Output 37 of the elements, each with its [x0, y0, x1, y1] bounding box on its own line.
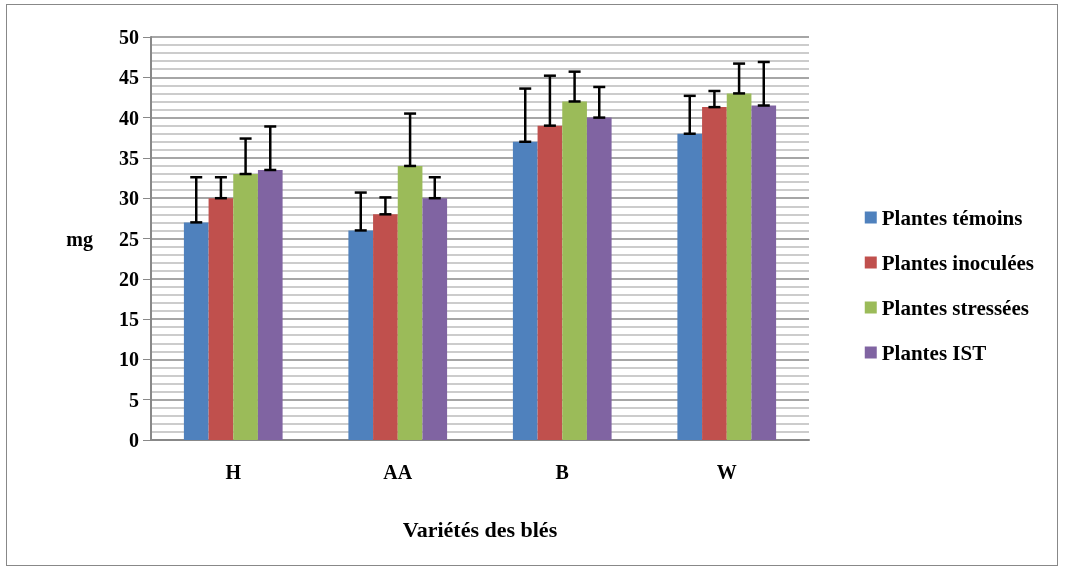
bar	[422, 198, 448, 440]
y-tick-label: 5	[129, 388, 139, 411]
bar	[537, 125, 563, 440]
bar	[702, 107, 727, 440]
x-axis-title: Variétés des blés	[402, 516, 558, 542]
bar	[397, 165, 423, 440]
legend-label: Plantes stressées	[881, 295, 1029, 320]
y-tick-label: 25	[119, 227, 139, 250]
bar	[348, 230, 374, 440]
y-tick-label: 15	[119, 308, 139, 331]
bar	[677, 133, 703, 440]
y-tick-label: 20	[119, 267, 139, 290]
bar	[233, 174, 258, 440]
x-tick-label: B	[555, 461, 569, 483]
bar	[586, 117, 612, 440]
bar	[373, 214, 398, 440]
bar	[257, 169, 283, 440]
x-tick-label: H	[225, 461, 242, 483]
legend-label: Plantes témoins	[881, 205, 1023, 230]
bar	[726, 93, 752, 440]
y-tick-label: 35	[119, 146, 139, 169]
y-axis-title: mg	[66, 227, 93, 251]
y-tick-label: 30	[119, 187, 139, 210]
bar	[183, 222, 209, 440]
y-tick-label: 10	[119, 348, 139, 371]
y-tick-label: 40	[119, 106, 139, 129]
x-tick-label: W	[716, 461, 737, 483]
legend-label: Plantes inoculées	[881, 250, 1035, 275]
y-tick-label: 0	[129, 429, 139, 451]
x-tick-label: AA	[383, 461, 413, 483]
bar	[751, 105, 777, 440]
y-tick-label: 45	[119, 66, 139, 89]
legend-label: Plantes IST	[881, 340, 987, 365]
bar	[208, 198, 234, 440]
y-tick-label: 50	[119, 26, 139, 48]
bar	[562, 101, 587, 440]
bar	[512, 141, 538, 440]
